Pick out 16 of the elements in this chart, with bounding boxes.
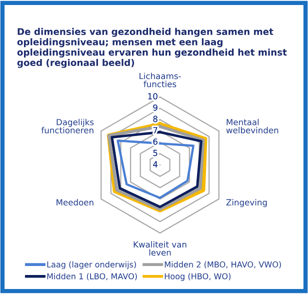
legend-label: Midden 1 (LBO, MAVO) xyxy=(47,273,137,280)
spoke-label: Kwaliteit van leven xyxy=(134,241,186,256)
legend-label: Midden 2 (MBO, HAVO, VWO) xyxy=(164,261,281,268)
spoke-label: Meedoen xyxy=(56,199,94,206)
y-tick-label: 4 xyxy=(153,161,158,168)
legend-label: Laag (lager onderwijs) xyxy=(47,261,136,270)
y-tick-label: 5 xyxy=(153,150,158,156)
spoke-label: Zingeving xyxy=(226,199,267,208)
spoke-label: Dagelijks functioneren xyxy=(41,118,94,134)
spoke-label: Lichaams- functies xyxy=(140,72,181,88)
y-tick-label: 8 xyxy=(153,116,158,122)
y-tick-label: 10 xyxy=(148,93,158,100)
chart-title: De dimensies van gezondheid hangen samen met opleidingsniveau; mensen met een laag opleidingsniveau ervaren hun gezondheid het minst goed (regionaal beeld) xyxy=(17,28,287,68)
spoke-label: Mentaal welbevinden xyxy=(226,118,278,134)
legend-label: Hoog (HBO, WO) xyxy=(164,273,230,281)
y-tick-label: 9 xyxy=(153,104,158,111)
